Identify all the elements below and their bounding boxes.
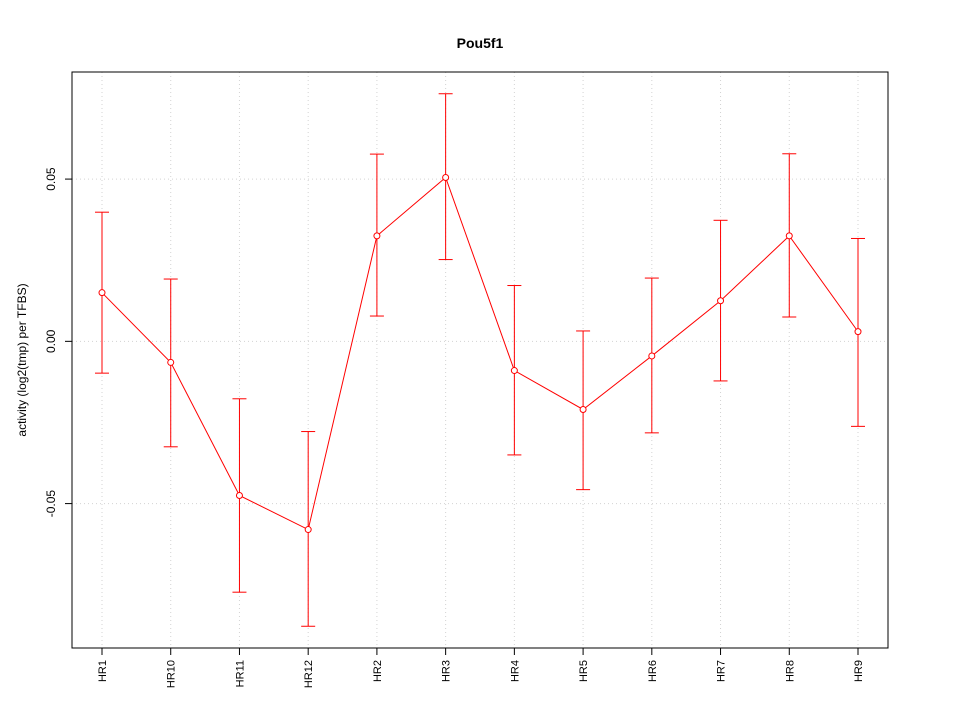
y-tick-label: 0.05 — [44, 167, 58, 191]
x-tick-label: HR11 — [234, 660, 246, 687]
x-tick-label: HR3 — [441, 660, 453, 682]
x-tick-label: HR8 — [784, 660, 796, 682]
y-tick-label: -0.05 — [44, 490, 58, 518]
x-tick-label: HR5 — [578, 660, 590, 682]
y-tick-label: 0.00 — [44, 329, 58, 353]
x-tick-label: HR10 — [166, 660, 178, 688]
data-point — [235, 491, 243, 499]
data-point — [304, 526, 312, 534]
data-point — [785, 232, 793, 240]
data-points — [98, 173, 862, 534]
data-point — [854, 328, 862, 336]
chart-title: Pou5f1 — [457, 35, 504, 51]
x-tick-label: HR9 — [853, 660, 865, 682]
x-tick-label: HR1 — [97, 660, 109, 682]
x-tick-label: HR2 — [372, 660, 384, 682]
series-polyline — [101, 176, 859, 531]
x-tick-label: HR4 — [509, 660, 521, 682]
series-line — [101, 176, 859, 531]
x-axis: HR1 HR10 HR11 HR12 HR2 HR3 HR4 HR5 HR6 HR7 HR8 HR9 — [97, 647, 865, 688]
data-point — [579, 405, 587, 413]
plot-frame — [71, 71, 889, 649]
y-axis-label: activity (log2(tmp) per TFBS) — [15, 283, 29, 436]
data-point — [510, 367, 518, 375]
x-tick-label: HR12 — [303, 660, 315, 688]
data-point — [98, 289, 106, 297]
data-point — [717, 297, 725, 305]
x-tick-label: HR7 — [716, 660, 728, 682]
y-axis: -0.05 0.00 0.05 — [44, 167, 73, 518]
x-tick-label: HR6 — [647, 660, 659, 682]
data-point — [442, 173, 450, 181]
data-point — [648, 352, 656, 360]
error-bars — [95, 93, 865, 627]
data-point — [167, 358, 175, 366]
data-point — [373, 232, 381, 240]
grid — [72, 72, 888, 648]
